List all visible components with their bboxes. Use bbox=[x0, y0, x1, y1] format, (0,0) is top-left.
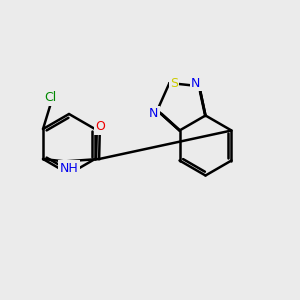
Text: Cl: Cl bbox=[44, 91, 57, 104]
Text: O: O bbox=[95, 120, 105, 134]
Text: S: S bbox=[170, 76, 178, 89]
Text: N: N bbox=[149, 107, 158, 120]
Text: N: N bbox=[191, 77, 200, 90]
Text: NH: NH bbox=[60, 161, 79, 175]
